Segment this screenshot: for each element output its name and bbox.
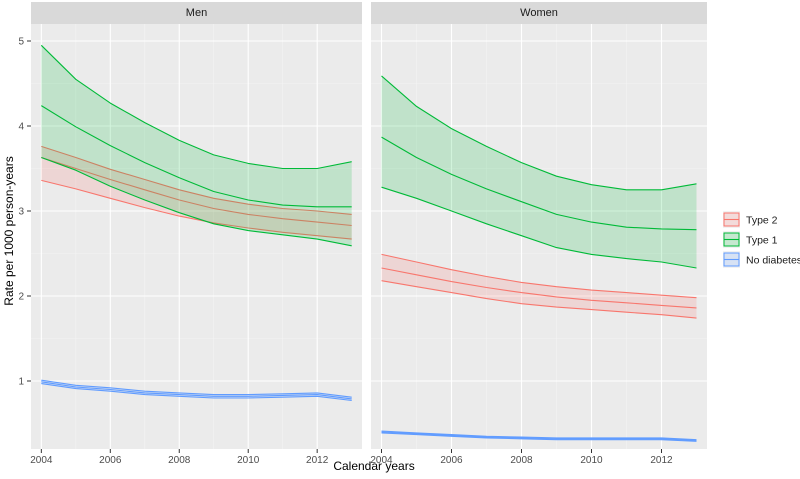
facet-strip	[371, 2, 707, 24]
x-tick-label: 2006	[440, 455, 463, 466]
series-type-1	[381, 75, 697, 269]
ci-ribbon	[41, 45, 352, 246]
legend-label: Type 2	[746, 215, 778, 227]
ci-lower-line	[41, 156, 352, 247]
x-tick-label: 2006	[99, 455, 122, 466]
ci-upper-line	[381, 75, 697, 191]
ci-upper-line	[40, 44, 352, 170]
x-tick-label: 2010	[580, 455, 603, 466]
y-tick-label: 5	[18, 37, 24, 48]
legend: Type 2 Type 1 No diabetes	[723, 211, 800, 268]
ci-upper-line	[381, 430, 697, 441]
facet-panels: Men 2004 2006 2008 2010 2012 Women 2004 2006 2008…	[30, 2, 707, 466]
x-tick-label: 2004	[370, 455, 393, 466]
legend-item-type-2: Type 2	[723, 211, 778, 228]
legend-label: No diabetes	[746, 255, 800, 267]
ci-upper-line	[41, 379, 352, 398]
legend-item-type-1: Type 1	[723, 231, 778, 248]
x-tick-label: 2012	[650, 455, 673, 466]
facet-strip	[31, 2, 362, 24]
panel-women: Women 2004 2006 2008 2010 2012	[370, 2, 707, 466]
estimate-line	[41, 156, 352, 227]
y-axis-title: Rate per 1000 person-years	[2, 156, 16, 305]
ci-ribbon	[41, 146, 352, 240]
ci-lower-line	[381, 186, 697, 269]
estimate-line	[381, 267, 697, 309]
ci-lower-line	[381, 432, 697, 442]
ci-lower-line	[41, 383, 352, 402]
series-type-2	[41, 145, 352, 240]
ci-upper-line	[41, 145, 352, 215]
series-no-diabetes	[381, 430, 697, 442]
facet-strip-label: Women	[520, 7, 558, 19]
estimate-line	[381, 136, 697, 231]
x-tick-label: 2010	[237, 455, 260, 466]
y-tick-label: 4	[18, 122, 24, 133]
x-tick-label: 2008	[510, 455, 533, 466]
panel-background	[31, 24, 362, 449]
estimate-line	[41, 381, 352, 400]
legend-item-no-diabetes: No diabetes	[723, 251, 800, 268]
series-type-2	[381, 253, 697, 319]
panel-men: Men 2004 2006 2008 2010 2012	[30, 2, 362, 466]
panel-background	[371, 24, 707, 449]
estimate-line	[381, 431, 697, 442]
y-tick-label: 1	[18, 377, 24, 388]
x-tick-label: 2012	[306, 455, 329, 466]
legend-label: Type 1	[746, 235, 778, 247]
x-axis-title: Calendar years	[333, 459, 414, 473]
series-type-1	[40, 44, 352, 247]
ci-upper-line	[381, 253, 697, 299]
facet-strip-label: Men	[186, 7, 207, 19]
x-tick-label: 2008	[168, 455, 191, 466]
y-tick-label: 2	[18, 292, 24, 303]
x-tick-label: 2004	[30, 455, 53, 466]
ci-lower-line	[41, 179, 352, 240]
ci-lower-line	[381, 280, 697, 319]
estimate-line	[41, 105, 352, 208]
series-no-diabetes	[41, 379, 352, 402]
ci-ribbon	[381, 75, 697, 269]
y-tick-label: 3	[18, 207, 24, 218]
y-axis: 1 2 3 4 5	[18, 37, 31, 388]
